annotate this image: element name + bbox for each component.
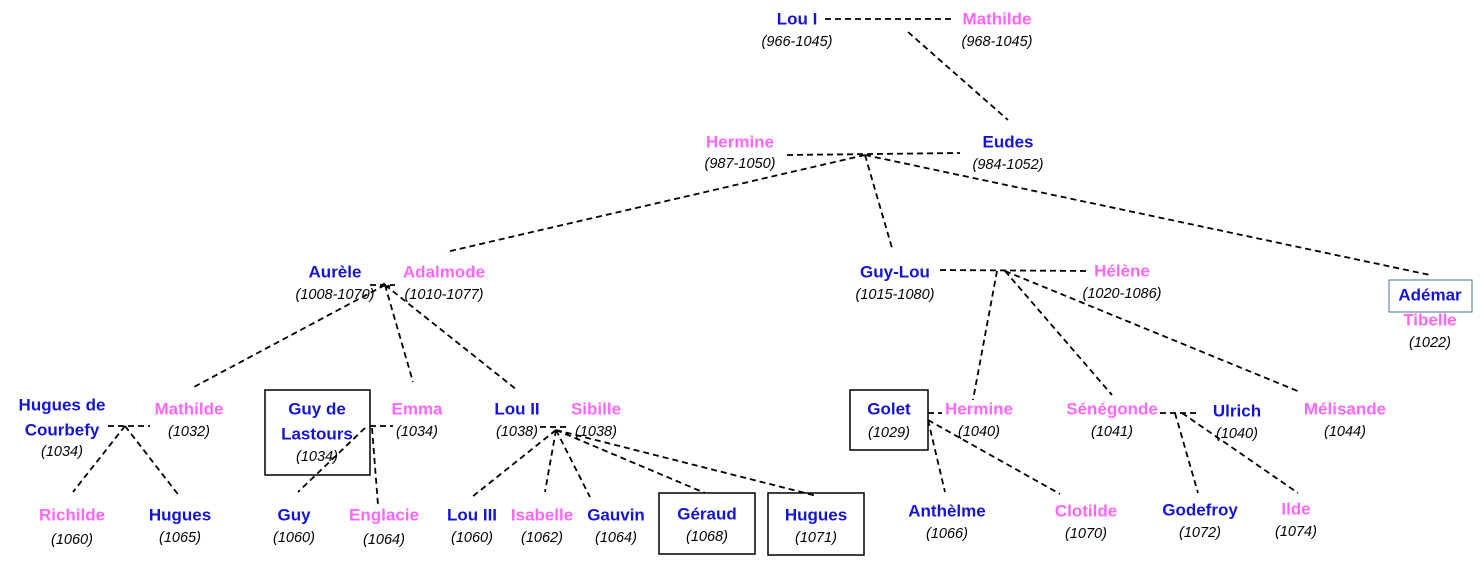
- person-dates: (1066): [926, 526, 968, 542]
- person-dates: (1065): [159, 530, 201, 546]
- person-dates: (1068): [686, 529, 728, 545]
- boxes: [264, 279, 1473, 556]
- person-dates: (1022): [1409, 335, 1451, 351]
- person-dates: (1074): [1275, 524, 1317, 540]
- person-dates: (1060): [451, 530, 493, 546]
- person-dates: (1015-1080): [856, 287, 935, 303]
- person-name: Lou I: [777, 9, 818, 28]
- person-name: Englacie: [349, 505, 419, 524]
- person-name: Mélisande: [1304, 399, 1386, 418]
- person-dates: (1040): [958, 424, 1000, 440]
- person-dates: (1034): [41, 444, 83, 460]
- link: [72, 18, 1431, 506]
- person-dates: (1038): [575, 424, 617, 440]
- highlight-box: [264, 389, 371, 476]
- person-name: Hugues: [149, 505, 211, 524]
- person-name: Hugues de: [19, 395, 106, 414]
- person-dates: (1029): [868, 425, 910, 441]
- person-name: Isabelle: [511, 505, 573, 524]
- person-dates: (1010-1077): [405, 287, 484, 303]
- person-name: Gauvin: [587, 505, 645, 524]
- person-name: Guy de: [288, 399, 346, 418]
- person-name: Mathilde: [963, 9, 1032, 28]
- highlight-box: [767, 492, 865, 556]
- person-name: Sibille: [571, 399, 621, 418]
- person-name: Lastours: [281, 424, 353, 443]
- person-name: Lou III: [447, 505, 497, 524]
- person-name: Hélène: [1094, 261, 1150, 280]
- person-name: Ulrich: [1213, 401, 1261, 420]
- person-dates: (1008-1070): [296, 287, 375, 303]
- person-name: Guy: [277, 505, 311, 524]
- person-dates: (968-1045): [962, 34, 1033, 50]
- person-dates: (984-1052): [973, 157, 1044, 173]
- person-dates: (1044): [1324, 424, 1366, 440]
- highlight-box: [658, 492, 756, 555]
- person-dates: (1034): [396, 424, 438, 440]
- person-dates: (1020-1086): [1083, 286, 1162, 302]
- person-name: Emma: [391, 399, 443, 418]
- person-dates: (1064): [595, 530, 637, 546]
- person-name: Sénégonde: [1066, 399, 1158, 418]
- person-dates: (1038): [496, 424, 538, 440]
- person-dates: (1060): [51, 532, 93, 548]
- person-name: Adémar: [1398, 285, 1462, 304]
- person-name: Godefroy: [1162, 500, 1238, 519]
- person-name: Richilde: [39, 505, 105, 524]
- person-dates: (1062): [521, 530, 563, 546]
- person-name: Golet: [867, 399, 911, 418]
- person-name: Guy-Lou: [860, 262, 930, 281]
- person-name: Adalmode: [403, 262, 485, 281]
- person-name: Aurèle: [309, 262, 362, 281]
- person-name: Géraud: [677, 504, 737, 523]
- person-dates: (1064): [363, 532, 405, 548]
- person-name: Mathilde: [155, 399, 224, 418]
- person-name: Eudes: [982, 132, 1033, 151]
- person-name: Ilde: [1281, 499, 1310, 518]
- person-dates: (1071): [795, 530, 837, 546]
- person-dates: (1072): [1179, 525, 1221, 541]
- person-dates: (966-1045): [762, 34, 833, 50]
- person-name: Tibelle: [1403, 310, 1457, 329]
- person-dates: (1041): [1091, 424, 1133, 440]
- person-dates: (1032): [168, 424, 210, 440]
- highlight-box: [849, 389, 929, 451]
- person-dates: (987-1050): [705, 156, 776, 172]
- person-dates: (1034): [296, 449, 338, 465]
- person-name: Anthèlme: [908, 501, 985, 520]
- person-name: Courbefy: [25, 420, 100, 439]
- person-name: Lou II: [494, 399, 539, 418]
- person-dates: (1060): [273, 530, 315, 546]
- links: [72, 18, 1431, 506]
- highlight-box: [1388, 279, 1473, 313]
- person-name: Clotilde: [1055, 501, 1117, 520]
- person-name: Hermine: [706, 132, 774, 151]
- person-dates: (1070): [1065, 526, 1107, 542]
- person-name: Hermine: [945, 399, 1013, 418]
- person-name: Hugues: [785, 505, 847, 524]
- person-dates: (1040): [1216, 426, 1258, 442]
